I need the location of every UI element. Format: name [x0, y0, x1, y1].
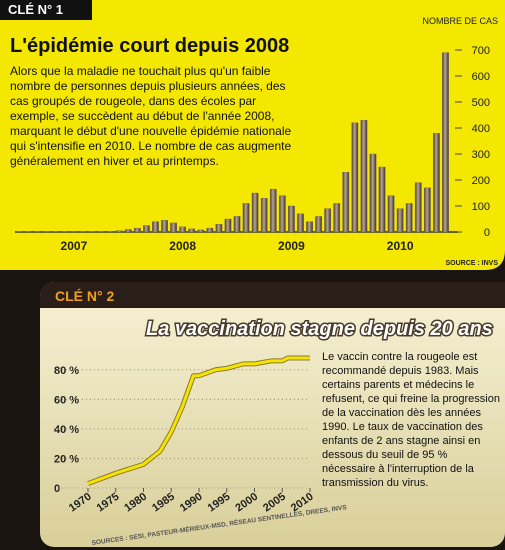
- y-tick-label: 400: [472, 123, 490, 135]
- bar: [315, 216, 322, 233]
- bar: [351, 122, 359, 233]
- bar: [297, 213, 304, 233]
- bar: [369, 153, 377, 233]
- chart-title: L'épidémie court depuis 2008: [10, 35, 289, 57]
- bar: [378, 166, 386, 233]
- bar: [242, 203, 250, 233]
- bar: [324, 208, 332, 233]
- bar: [16, 231, 23, 233]
- bar: [269, 188, 277, 233]
- bar: [106, 231, 114, 233]
- bar: [342, 171, 350, 233]
- bar: [61, 231, 69, 233]
- y-tick-label: 200: [472, 175, 490, 187]
- header-1: CLÉ N° 1: [8, 2, 63, 17]
- chart-title: La vaccination stagne depuis 20 ans: [146, 318, 493, 340]
- bar: [197, 229, 205, 233]
- bar: [124, 229, 132, 233]
- x-tick-label: 2010: [387, 239, 414, 253]
- bar: [233, 216, 241, 233]
- y-tick-label: 700: [472, 45, 490, 57]
- bar: [70, 231, 78, 233]
- x-tick-label: 2007: [61, 239, 88, 253]
- bar: [224, 218, 232, 233]
- bar: [25, 231, 32, 233]
- y-tick-label: 300: [472, 149, 490, 161]
- bar: [278, 195, 286, 233]
- bar: [179, 226, 187, 233]
- paragraph: Le vaccin contre la rougeole est recomma…: [322, 351, 500, 489]
- bar: [170, 222, 177, 233]
- x-tick-label: 2008: [169, 239, 196, 253]
- bar: [97, 231, 105, 233]
- x-tick-label: 2009: [278, 239, 305, 253]
- bar: [161, 220, 168, 233]
- bar: [306, 221, 313, 233]
- paragraph: Alors que la maladie ne touchait plus qu…: [10, 64, 292, 168]
- y-tick-label: 0: [484, 227, 490, 239]
- bar: [143, 225, 150, 233]
- bar: [423, 187, 431, 233]
- header-2: CLÉ N° 2: [55, 288, 114, 304]
- bar: [133, 227, 141, 233]
- bar: [215, 223, 223, 233]
- bar: [333, 203, 341, 233]
- line: [87, 356, 310, 485]
- bar: [43, 231, 51, 233]
- y-tick-label: 20 %: [54, 453, 79, 465]
- y-tick-label: 0: [54, 483, 60, 495]
- bar: [79, 231, 87, 233]
- bar: [414, 182, 422, 233]
- header-1-bg: [0, 0, 92, 20]
- bar: [405, 203, 413, 233]
- y-tick-label: 40 %: [54, 424, 79, 436]
- bar: [433, 132, 440, 233]
- bar: [115, 230, 123, 233]
- source: SOURCE : INVS: [445, 260, 498, 267]
- bar: [260, 197, 268, 233]
- bar: [360, 119, 368, 233]
- y-tick-label: 100: [472, 201, 490, 213]
- bar: [188, 228, 196, 233]
- bar: [396, 208, 404, 233]
- y-tick-label: 500: [472, 97, 490, 109]
- y-tick-label: 600: [472, 71, 490, 83]
- bar: [52, 231, 60, 233]
- header-2-bg: [40, 282, 505, 308]
- y-axis-label: NOMBRE DE CAS: [422, 16, 498, 26]
- bar: [34, 231, 42, 233]
- y-tick-label: 60 %: [54, 394, 79, 406]
- bar: [288, 205, 295, 233]
- bar: [387, 195, 395, 233]
- y-tick-label: 80 %: [54, 365, 79, 377]
- bar: [206, 227, 214, 233]
- bar: [442, 52, 449, 233]
- panel-2: [40, 282, 505, 547]
- bar: [251, 192, 259, 233]
- bar: [152, 221, 159, 233]
